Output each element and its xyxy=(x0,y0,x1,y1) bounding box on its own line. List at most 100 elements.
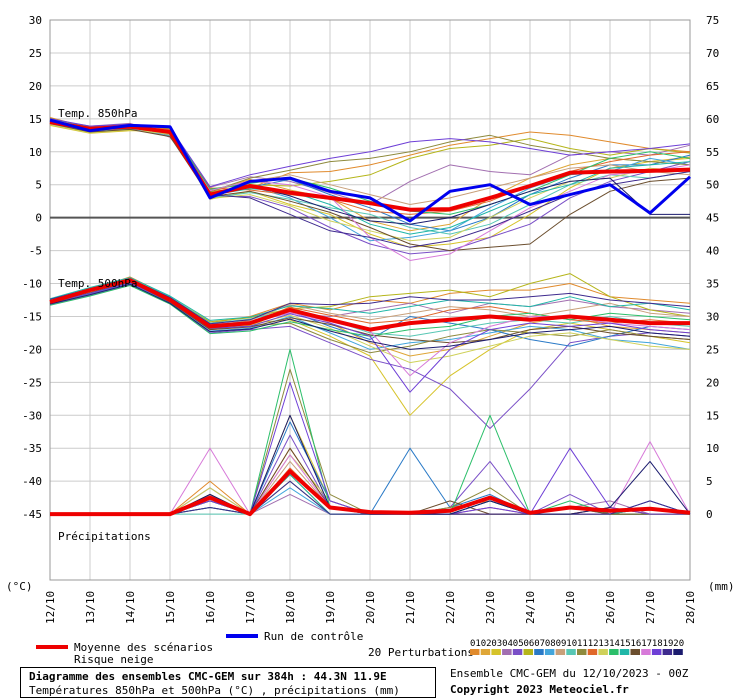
perturb-legend-label: 01 xyxy=(470,639,481,649)
perturb-legend-label: 07 xyxy=(534,639,545,649)
right-tick-label: 50 xyxy=(706,179,719,192)
perturb-legend-label: 18 xyxy=(652,639,663,649)
x-tick-label: 14/10 xyxy=(124,591,137,624)
panel-label-t850: Temp. 850hPa xyxy=(58,107,137,120)
right-tick-label: 15 xyxy=(706,409,719,422)
perturb-legend-label: 15 xyxy=(620,639,631,649)
ensemble-run-label: Ensemble CMC-GEM du 12/10/2023 - 00Z xyxy=(450,667,689,680)
perturb-legend-swatch xyxy=(502,649,512,655)
left-tick-label: -45 xyxy=(22,508,42,521)
right-tick-label: 55 xyxy=(706,146,719,159)
x-tick-label: 21/10 xyxy=(404,591,417,624)
perturb-legend-swatch xyxy=(534,649,544,655)
perturb-legend-label: 13 xyxy=(598,639,609,649)
left-tick-label: 30 xyxy=(29,14,42,27)
left-tick-label: -5 xyxy=(29,245,42,258)
perturbation-t850-16 xyxy=(49,122,691,252)
x-tick-label: 22/10 xyxy=(444,591,457,624)
perturb-legend-label: 10 xyxy=(566,639,577,649)
legend-perturb-label: 20 Perturbations xyxy=(368,646,474,659)
left-tick-label: -15 xyxy=(22,310,42,323)
copyright-label: Copyright 2023 Meteociel.fr xyxy=(450,683,629,696)
perturb-legend-swatch xyxy=(577,649,587,655)
left-tick-label: 0 xyxy=(35,212,42,225)
perturb-legend-swatch xyxy=(512,649,523,655)
right-tick-label: 25 xyxy=(706,343,719,356)
x-tick-label: 28/10 xyxy=(684,591,697,624)
legend-control-label: Run de contrôle xyxy=(264,630,363,643)
right-tick-label: 60 xyxy=(706,113,719,126)
perturb-legend-label: 08 xyxy=(545,639,556,649)
left-tick-label: -30 xyxy=(22,409,42,422)
perturb-legend-swatch xyxy=(480,649,491,655)
main-lines xyxy=(49,118,692,517)
right-tick-label: 10 xyxy=(706,442,719,455)
perturb-legend-label: 16 xyxy=(631,639,642,649)
panel-label-precip: Précipitations xyxy=(58,530,151,543)
perturb-legend-swatch xyxy=(619,649,630,655)
left-tick-label: -40 xyxy=(22,475,42,488)
perturbation-t500-20 xyxy=(49,283,691,350)
x-tick-label: 27/10 xyxy=(644,591,657,624)
x-axis-ticks: 12/10 13/10 14/10 15/10 16/10 17/10 18/10 19/10… xyxy=(44,591,697,624)
series-t850-control xyxy=(49,118,692,223)
series-t850-mean xyxy=(49,120,691,212)
perturb-legend-swatch xyxy=(662,649,673,655)
right-tick-label: 75 xyxy=(706,14,719,27)
info-box: Diagramme des ensembles CMC-GEM sur 384h… xyxy=(20,667,436,698)
right-tick-label: 0 xyxy=(706,508,713,521)
left-tick-label: 20 xyxy=(29,80,42,93)
series-precip-mean xyxy=(50,469,691,517)
perturb-legend-label: 04 xyxy=(502,639,513,649)
x-tick-label: 25/10 xyxy=(564,591,577,624)
perturb-legend-swatch xyxy=(641,649,651,655)
left-tick-label: -20 xyxy=(22,343,42,356)
perturb-legend-swatch xyxy=(630,649,640,655)
perturb-legend-label: 05 xyxy=(513,639,524,649)
info-subtitle: Températures 850hPa et 500hPa (°C) , pré… xyxy=(29,684,400,697)
perturb-legend-swatch xyxy=(523,649,533,655)
right-tick-label: 45 xyxy=(706,212,719,225)
run-info: Ensemble CMC-GEM du 12/10/2023 - 00Z Cop… xyxy=(450,666,688,698)
perturbation-legend: 01 02 03 04 05 06 07 08 09 10 11 12 13 14 15 16 17 18 19 20 xyxy=(470,639,684,655)
perturb-legend-label: 03 xyxy=(491,639,502,649)
x-tick-label: 19/10 xyxy=(324,591,337,624)
x-tick-label: 20/10 xyxy=(364,591,377,624)
perturb-legend-label: 06 xyxy=(524,639,535,649)
perturb-legend-swatch xyxy=(470,649,480,655)
left-tick-label: 10 xyxy=(29,146,42,159)
right-tick-label: 40 xyxy=(706,245,719,258)
perturb-legend-label: 09 xyxy=(556,639,567,649)
left-tick-label: -10 xyxy=(22,278,42,291)
x-tick-label: 26/10 xyxy=(604,591,617,624)
perturb-legend-label: 02 xyxy=(481,639,492,649)
right-tick-label: 35 xyxy=(706,278,719,291)
x-tick-label: 23/10 xyxy=(484,591,497,624)
x-tick-label: 18/10 xyxy=(284,591,297,624)
perturb-legend-label: 11 xyxy=(577,639,588,649)
perturb-legend-swatch xyxy=(673,649,683,655)
perturbation-t500-08 xyxy=(49,283,691,350)
series-t500-mean xyxy=(49,278,690,332)
x-tick-label: 12/10 xyxy=(44,591,57,624)
perturb-legend-swatch xyxy=(609,649,619,655)
legend-snow-label: Risque neige xyxy=(74,653,153,666)
perturb-legend-swatch xyxy=(598,649,608,655)
left-axis-ticks: 30 25 20 15 10 5 0 -5 -10 -15 -20 -25 -30 -35 -40 -45 xyxy=(22,14,42,521)
perturb-legend-label: 19 xyxy=(663,639,674,649)
left-tick-label: 25 xyxy=(29,47,42,60)
perturb-legend-swatch xyxy=(651,649,662,655)
panel-label-t500: Temp. 500hPa xyxy=(58,277,137,290)
perturb-legend-swatch xyxy=(555,649,566,655)
right-tick-label: 70 xyxy=(706,47,719,60)
x-tick-label: 13/10 xyxy=(84,591,97,624)
left-axis-unit: (°C) xyxy=(6,580,33,593)
perturb-legend-label: 17 xyxy=(641,639,652,649)
perturb-legend-swatch xyxy=(544,649,555,655)
right-tick-label: 20 xyxy=(706,376,719,389)
right-tick-label: 30 xyxy=(706,310,719,323)
perturb-legend-label: 14 xyxy=(609,639,620,649)
x-tick-label: 16/10 xyxy=(204,591,217,624)
